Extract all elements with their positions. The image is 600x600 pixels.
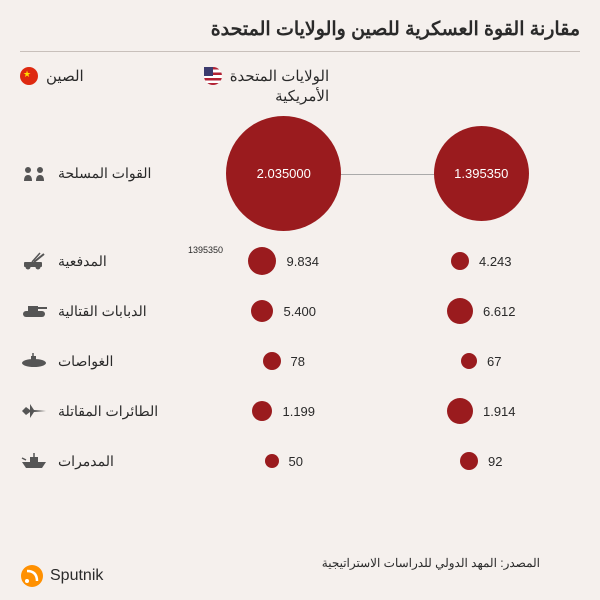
value-label: 5.400 — [283, 304, 316, 319]
soldiers-icon — [20, 164, 48, 184]
bubble — [461, 353, 477, 369]
legend-china-label: الصين — [46, 67, 84, 87]
usa-col: 67 — [383, 353, 581, 369]
usa-col: 1.395350 — [383, 126, 581, 221]
bubble — [447, 398, 473, 424]
category-cell: المدمرات — [20, 451, 185, 471]
tank-icon — [20, 301, 48, 321]
bubble — [460, 452, 478, 470]
china-flag-icon — [20, 67, 38, 85]
value-label: 92 — [488, 454, 502, 469]
value-label: 9.834 — [286, 254, 319, 269]
category-label: الغواصات — [58, 353, 113, 370]
chart-rows: القوات المسلحة 2.035000 1.395350 المدفعية… — [0, 111, 600, 486]
china-col: 50 — [185, 454, 383, 469]
table-row: الطائرات المقاتلة 1.199 1.914 — [20, 386, 580, 436]
bubble: 1.395350 — [434, 126, 529, 221]
china-col: 78 — [185, 352, 383, 370]
value-label: 1.199 — [282, 404, 315, 419]
category-cell: القوات المسلحة — [20, 164, 185, 184]
usa-col: 1.914 — [383, 398, 581, 424]
bubble — [451, 252, 469, 270]
value-label: 67 — [487, 354, 501, 369]
value-label: 6.612 — [483, 304, 516, 319]
usa-col: 4.243 — [383, 252, 581, 270]
table-row: المدفعية 9.834 4.243 — [20, 236, 580, 286]
jet-icon — [20, 401, 48, 421]
category-label: المدمرات — [58, 453, 114, 470]
usa-flag-icon — [204, 67, 222, 85]
value-label: 4.243 — [479, 254, 512, 269]
bubble — [252, 401, 272, 421]
bubble — [248, 247, 276, 275]
table-row: القوات المسلحة 2.035000 1.395350 — [20, 111, 580, 236]
value-label: 1.395350 — [454, 166, 508, 181]
sputnik-logo-icon — [20, 564, 44, 588]
category-label: الدبابات القتالية — [58, 303, 147, 320]
china-col: 1.199 — [185, 401, 383, 421]
value-label: 50 — [289, 454, 303, 469]
china-col: 2.035000 — [185, 116, 383, 231]
legend-usa-label: الولايات المتحدة الأمريكية — [230, 67, 329, 106]
data-cols: 50 92 — [185, 452, 580, 470]
artillery-icon — [20, 251, 48, 271]
brand: Sputnik — [20, 564, 103, 588]
bubble — [265, 454, 279, 468]
usa-col: 92 — [383, 452, 581, 470]
category-label: الطائرات المقاتلة — [58, 403, 158, 420]
table-row: الغواصات 78 67 — [20, 336, 580, 386]
data-cols: 1.199 1.914 — [185, 398, 580, 424]
data-cols: 2.035000 1.395350 — [185, 116, 580, 231]
annotation-label: 1395350 — [188, 245, 223, 255]
bubble — [447, 298, 473, 324]
destroyer-icon — [20, 451, 48, 471]
category-label: القوات المسلحة — [58, 165, 151, 182]
value-label: 1.914 — [483, 404, 516, 419]
page-title: مقارنة القوة العسكرية للصين والولايات ال… — [20, 18, 580, 41]
usa-col: 6.612 — [383, 298, 581, 324]
category-cell: الطائرات المقاتلة — [20, 401, 185, 421]
value-label: 2.035000 — [257, 166, 311, 181]
bubble — [263, 352, 281, 370]
source-text: المصدر: المهد الدولي للدراسات الاستراتيج… — [322, 556, 540, 570]
data-cols: 78 67 — [185, 352, 580, 370]
category-cell: المدفعية — [20, 251, 185, 271]
category-cell: الدبابات القتالية — [20, 301, 185, 321]
china-col: 5.400 — [185, 300, 383, 322]
category-cell: الغواصات — [20, 351, 185, 371]
bubble — [251, 300, 273, 322]
brand-name: Sputnik — [50, 567, 103, 585]
submarine-icon — [20, 351, 48, 371]
table-row: الدبابات القتالية 5.400 6.612 — [20, 286, 580, 336]
value-label: 78 — [291, 354, 305, 369]
table-row: المدمرات 50 92 — [20, 436, 580, 486]
data-cols: 5.400 6.612 — [185, 298, 580, 324]
legend: الصين الولايات المتحدة الأمريكية — [0, 52, 600, 111]
data-cols: 9.834 4.243 — [185, 247, 580, 275]
bubble: 2.035000 — [226, 116, 341, 231]
category-label: المدفعية — [58, 253, 107, 270]
legend-usa: الولايات المتحدة الأمريكية — [204, 67, 329, 106]
legend-china: الصين — [20, 67, 84, 106]
